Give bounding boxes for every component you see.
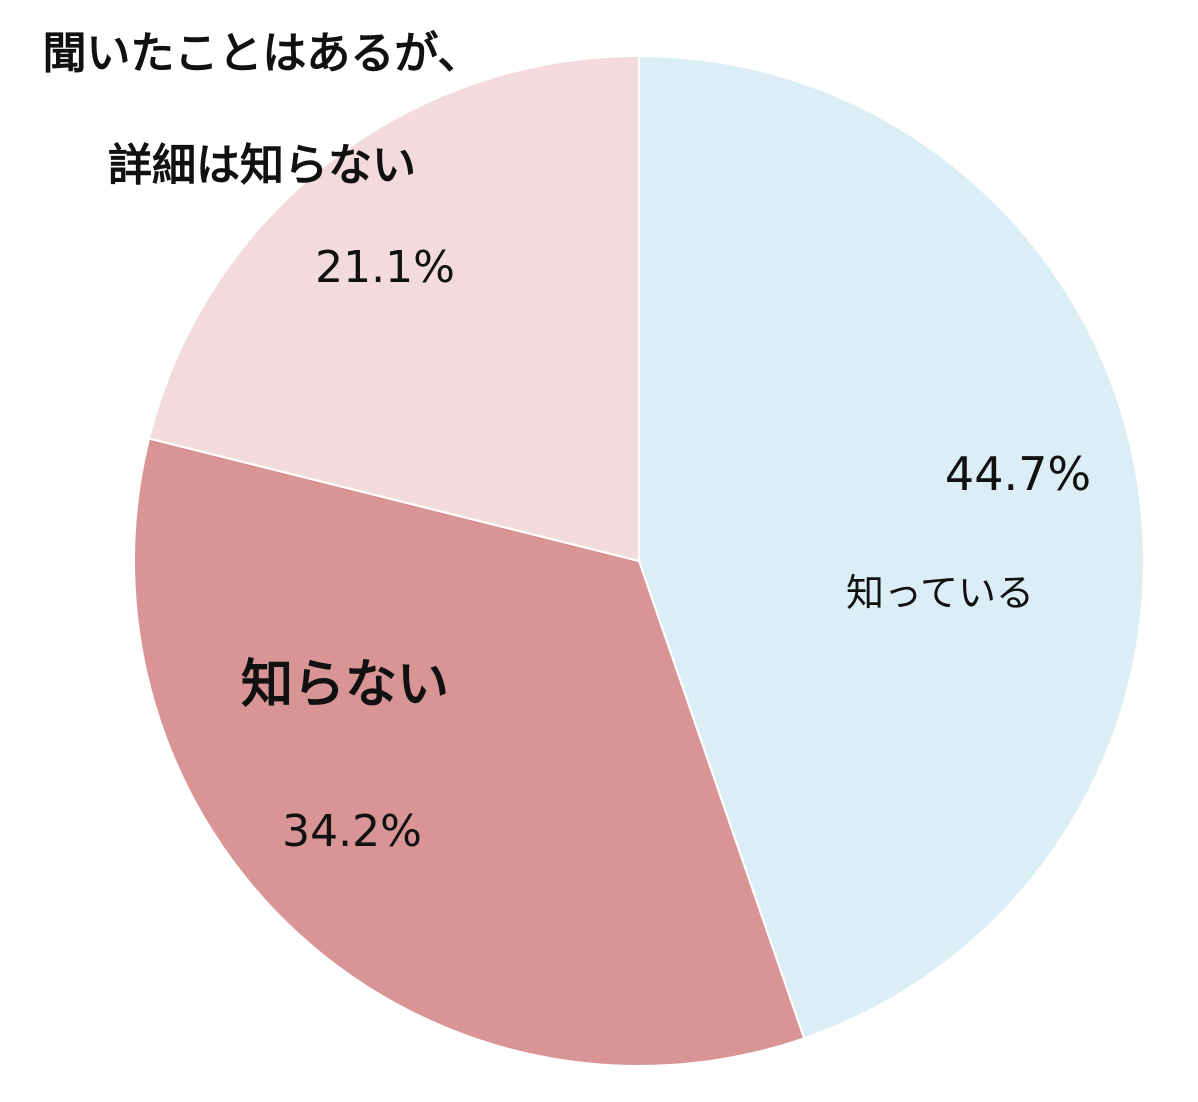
pie-labels: 知っている 44.7% 知らない 34.2% 聞いたことはあるが、詳細は知らない 21.1…	[42, 28, 1091, 857]
pie-slice-1	[133, 437, 806, 1068]
slice-value-label-1: 34.2%	[282, 806, 422, 857]
slice-label-2-line-0: 聞いたことはあるが、	[42, 28, 481, 79]
slice-label-0-line-0: 知っている	[846, 571, 1034, 615]
pie-slices	[133, 54, 1145, 1068]
slice-label-2-line-1: 詳細は知らない	[108, 140, 416, 191]
slice-label-1-line-0: 知らない	[241, 655, 449, 715]
slice-value-label-2: 21.1%	[315, 242, 455, 293]
slice-value-label-0: 44.7%	[945, 447, 1091, 501]
pie-slice-2	[147, 54, 640, 563]
pie-slice-0	[638, 54, 1145, 1040]
